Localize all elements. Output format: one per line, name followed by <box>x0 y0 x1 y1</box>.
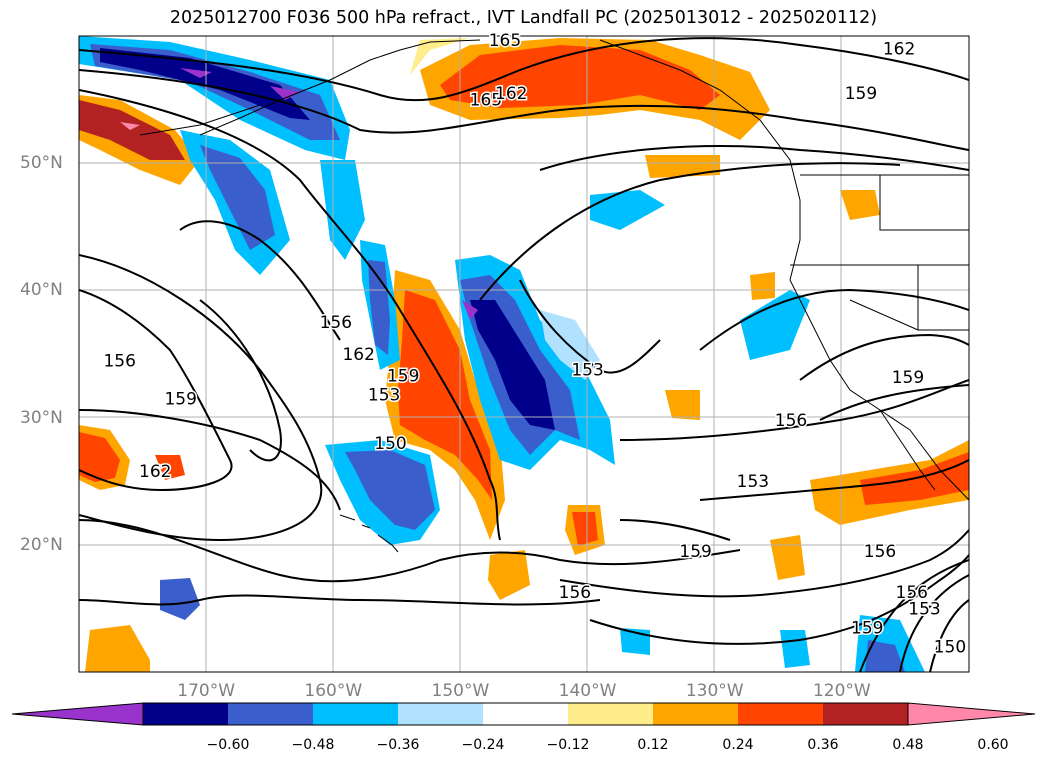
map-plot: 1651621621591651561621591531591501561621… <box>78 29 970 673</box>
contour-label: 156 <box>775 411 807 431</box>
graticule <box>79 36 969 672</box>
contour-label: 153 <box>908 599 940 619</box>
shade-blue-sw-corner <box>160 578 200 620</box>
shade-orange-s4 <box>665 390 700 420</box>
shade-orange-coast <box>840 190 880 220</box>
shade-darkblue-sw <box>345 450 435 530</box>
na-west-coast <box>799 299 969 501</box>
shade-darkblue-se-corner <box>865 640 905 672</box>
shade-orange-west-2 <box>155 455 185 480</box>
colorbar-cell <box>228 703 313 725</box>
contour-label: 165 <box>470 91 502 111</box>
shade-blue-east <box>740 290 810 360</box>
shade-red-west <box>79 432 120 482</box>
colorbar <box>11 702 1036 726</box>
shade-red-central <box>398 290 492 500</box>
contour-label: 159 <box>892 368 924 388</box>
colorbar-cell <box>398 703 483 725</box>
contour-label: 162 <box>139 462 171 482</box>
shade-orange-east <box>750 272 775 300</box>
contour-label: 156 <box>896 583 928 603</box>
map-title: 2025012700 F036 500 hPa refract., IVT La… <box>169 8 878 28</box>
lon-tick-label: 140°W <box>558 681 617 701</box>
contour-label: 156 <box>320 313 352 333</box>
colorbar-cell <box>653 703 738 725</box>
shade-purple-central <box>462 300 478 320</box>
shade-navy-north <box>100 48 310 120</box>
colorbar-tick-label: 0.36 <box>807 737 839 753</box>
contour-label: 159 <box>851 618 883 638</box>
colorbar-extend-max <box>907 702 1036 726</box>
map-frame <box>78 35 970 673</box>
colorbar-cell <box>823 703 908 725</box>
lon-tick-label: 160°W <box>304 681 363 701</box>
contour-label: 156 <box>559 583 591 603</box>
shade-orange-s3 <box>770 535 805 580</box>
aleutian-chain <box>139 104 261 136</box>
shade-orange-s2 <box>488 550 530 600</box>
shade-pink-nw <box>120 122 140 130</box>
state-borders <box>790 174 969 331</box>
shade-blue-mid-patch <box>590 190 665 230</box>
colorbar-tick-label: 0.12 <box>637 737 669 753</box>
colorbar-frame <box>142 702 909 726</box>
lon-tick-label: 170°W <box>177 681 236 701</box>
refractivity-shading <box>79 36 969 672</box>
alaska-coast <box>199 39 801 301</box>
colorbar-extend-min <box>11 702 144 726</box>
shade-darkred-nw <box>79 100 185 160</box>
baja <box>879 409 936 491</box>
shade-orange-sw-corner <box>85 625 150 672</box>
contour-label: 150 <box>934 638 966 658</box>
contour-label: 159 <box>164 390 196 410</box>
contour-label: 165 <box>489 31 521 51</box>
contour-label: 150 <box>374 434 406 454</box>
contour-label: 159 <box>845 84 877 104</box>
shade-blue-east-arm <box>540 310 600 380</box>
colorbar-tick-label: −0.24 <box>461 737 505 753</box>
lat-tick-label: 20°N <box>20 534 63 555</box>
lon-tick-label: 130°W <box>685 681 744 701</box>
colorbar-tick-label: −0.48 <box>291 737 335 753</box>
hawaii-islands <box>339 514 399 553</box>
contour-label: 156 <box>103 351 135 371</box>
colorbar-tick-label: −0.36 <box>376 737 420 753</box>
colorbar-cell <box>738 703 823 725</box>
shade-red-s1 <box>572 512 598 546</box>
contour-label: 162 <box>883 40 915 60</box>
colorbar-cell <box>483 703 568 725</box>
shade-orange-mid-north <box>645 155 720 178</box>
lat-tick-label: 30°N <box>20 407 63 428</box>
shade-yellow-gulf <box>410 38 470 75</box>
colorbar-cell <box>568 703 653 725</box>
colorbar-tick-label: −0.60 <box>206 737 250 753</box>
contour-label: 153 <box>571 360 603 380</box>
contour-label: 153 <box>368 386 400 406</box>
contour-label: 153 <box>737 472 769 492</box>
contour-label: 159 <box>387 367 419 387</box>
contour-label: 159 <box>679 542 711 562</box>
shade-darkblue-west-central <box>368 260 390 355</box>
contours <box>79 37 969 672</box>
contour-label: 156 <box>864 542 896 562</box>
shade-blue-s-patch <box>780 630 810 668</box>
colorbar-cell <box>313 703 398 725</box>
contour-label: 162 <box>342 345 374 365</box>
coastlines <box>139 39 969 553</box>
colorbar-tick-label: 0.24 <box>722 737 754 753</box>
colorbar-tick-label: 0.48 <box>892 737 924 753</box>
contour-labels: 1651621621591651561621591531591501561621… <box>102 29 968 659</box>
shade-blue-streak-2 <box>320 160 365 260</box>
shade-red-gulf <box>440 45 720 110</box>
colorbar-tick-label: −0.12 <box>546 737 590 753</box>
shade-darkblue-streak-1 <box>200 145 275 250</box>
lon-tick-label: 150°W <box>431 681 490 701</box>
lat-tick-label: 40°N <box>20 280 63 301</box>
contour-label: 162 <box>495 84 527 104</box>
shade-navy-central <box>470 300 555 430</box>
lon-tick-label: 120°W <box>812 681 871 701</box>
colorbar-cell <box>143 703 228 725</box>
lat-tick-label: 50°N <box>20 153 63 174</box>
colorbar-tick-label: 0.60 <box>977 737 1009 753</box>
